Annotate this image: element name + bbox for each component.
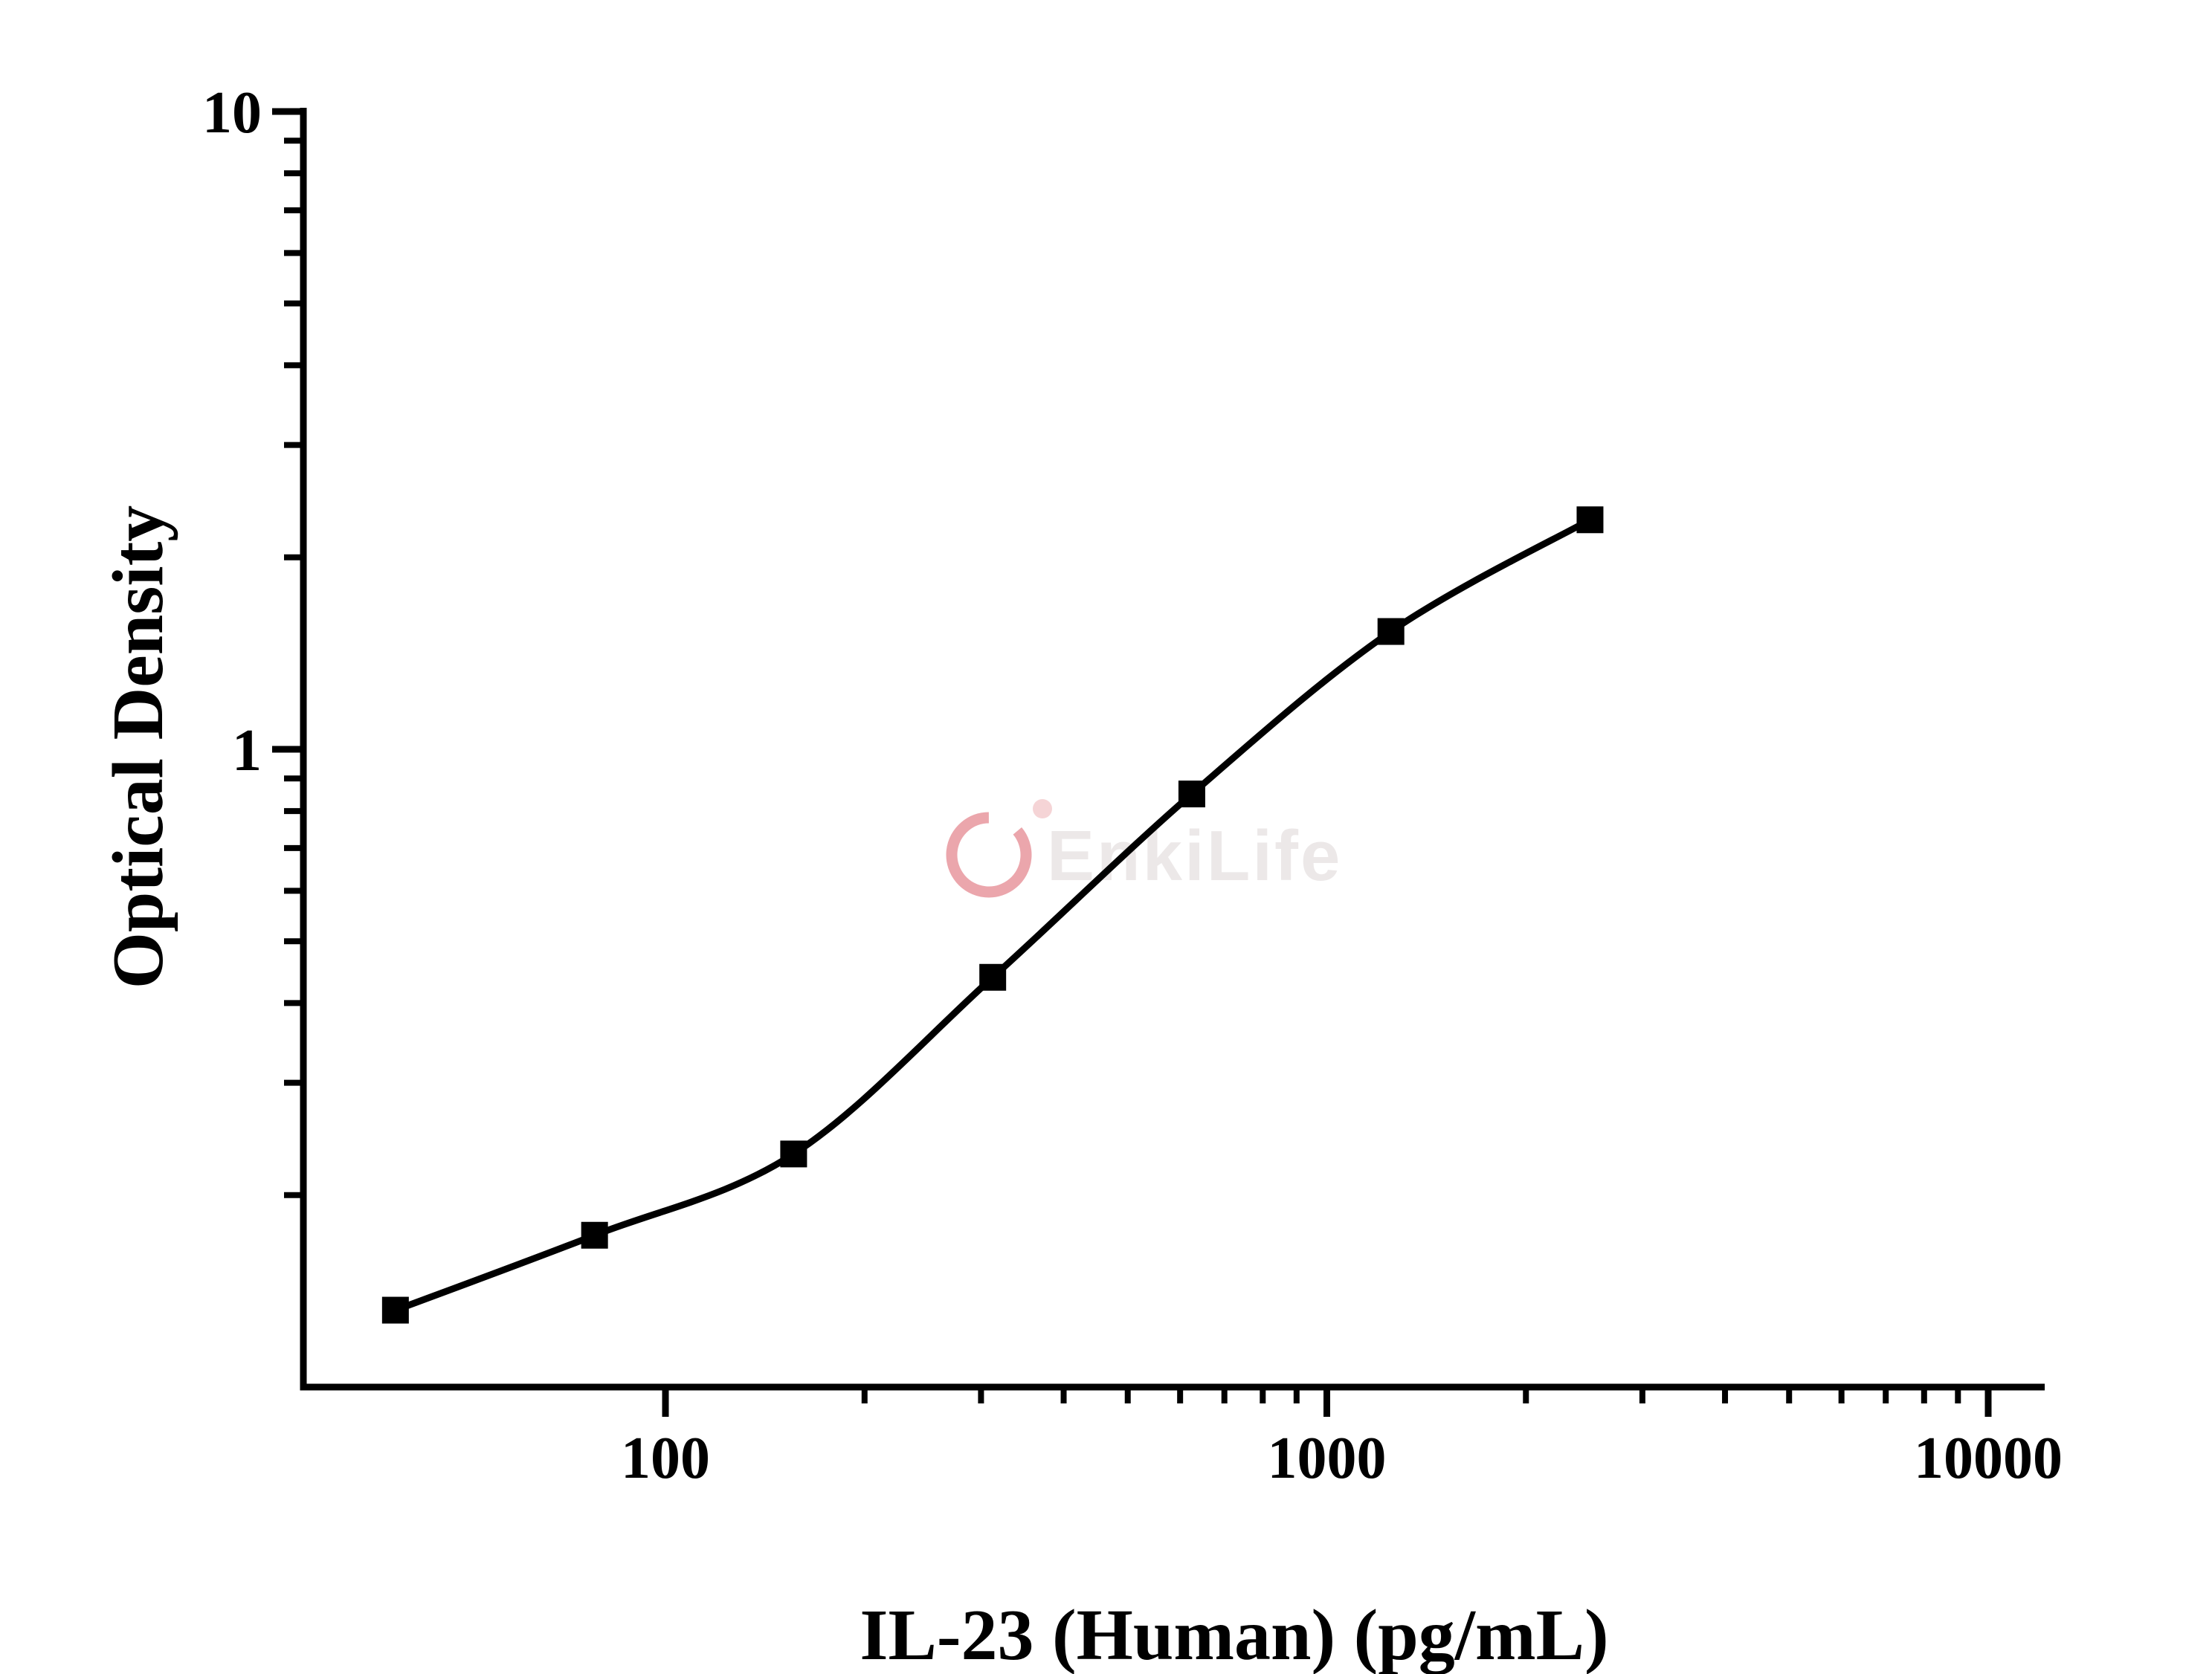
data-point-marker (581, 1221, 608, 1249)
data-point-marker (1576, 506, 1604, 534)
data-point-marker (1178, 781, 1205, 808)
x-tick-label: 10000 (1914, 1426, 2063, 1491)
axis-spine (300, 108, 2045, 1391)
fit-curve (392, 516, 1593, 1314)
data-point-marker (780, 1140, 807, 1168)
data-point-marker (381, 1296, 409, 1324)
data-points (381, 506, 1604, 1324)
data-point-marker (1377, 618, 1405, 645)
x-tick-label: 100 (621, 1426, 710, 1491)
data-point-marker (979, 963, 1007, 991)
x-axis-title: IL-23 (Human) (pg/mL) (860, 1595, 1608, 1674)
x-tick-label: 1000 (1268, 1426, 1387, 1491)
watermark: EnkiLife (946, 799, 1340, 898)
y-tick-label: 10 (202, 80, 262, 146)
enkilife-logo-dot-icon (1033, 799, 1052, 818)
enkilife-logo-ring-icon (946, 812, 1032, 898)
y-tick-label: 1 (232, 718, 262, 783)
y-axis-title: Optical Density (98, 505, 178, 989)
axes: 1 10 100 1000 10000 (202, 80, 2063, 1491)
